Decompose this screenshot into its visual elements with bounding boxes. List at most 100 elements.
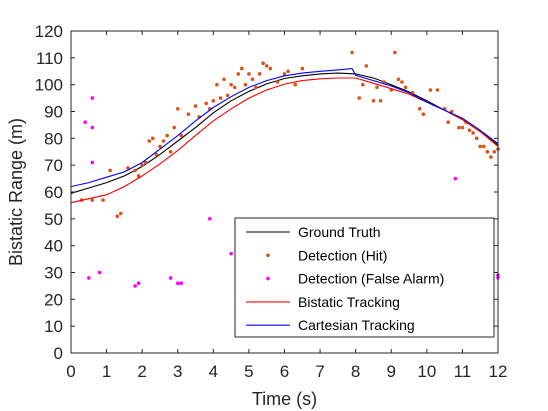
detection-hit-point xyxy=(300,66,305,71)
y-tick-label: 50 xyxy=(44,210,63,229)
detection-hit-point xyxy=(229,82,233,87)
y-tick-label: 30 xyxy=(44,264,63,283)
detection-hit-point xyxy=(165,133,169,138)
legend-label-detection-false-alarm: Detection (False Alarm) xyxy=(298,271,444,287)
detection-false-alarm-point xyxy=(168,276,173,280)
detection-hit-point xyxy=(257,72,262,76)
detection-hit-point xyxy=(236,72,240,76)
legend-label-cartesian-tracking: Cartesian Tracking xyxy=(298,317,415,333)
detection-hit-point xyxy=(250,77,255,82)
detection-hit-point xyxy=(119,211,123,216)
y-tick-label: 20 xyxy=(44,290,63,309)
x-tick-label: 8 xyxy=(351,362,360,381)
detection-false-alarm-point xyxy=(97,270,102,275)
legend-swatch-detection-false-alarm xyxy=(266,276,270,281)
detection-hit-point xyxy=(382,80,386,84)
y-tick-label: 60 xyxy=(44,183,63,202)
detection-hit-point xyxy=(282,72,287,76)
detection-false-alarm-point xyxy=(87,276,91,280)
x-tick-label: 9 xyxy=(387,362,396,381)
y-tick-label: 70 xyxy=(44,156,63,175)
detection-hit-point xyxy=(286,69,290,74)
detection-hit-point xyxy=(243,82,248,87)
detection-hit-point xyxy=(375,85,379,90)
detection-hit-point xyxy=(108,168,112,173)
detection-false-alarm-point xyxy=(176,281,180,286)
legend: Ground Truth Detection (Hit) Detection (Fa… xyxy=(234,217,495,338)
detection-hit-point xyxy=(232,85,237,90)
detection-hit-point xyxy=(478,144,483,149)
detection-hit-point xyxy=(126,166,130,170)
detection-hit-point xyxy=(151,136,155,141)
detection-hit-point xyxy=(361,82,365,87)
detection-hit-point xyxy=(158,144,162,149)
x-tick-label: 3 xyxy=(173,362,182,381)
detection-hit-point xyxy=(446,120,451,124)
y-tick-label: 80 xyxy=(44,129,63,148)
detection-hit-point xyxy=(489,155,493,159)
cartesian-tracking-line xyxy=(70,68,499,188)
detection-hit-point xyxy=(467,128,472,133)
y-tick-label: 10 xyxy=(44,317,63,336)
detection-hit-point xyxy=(371,99,376,103)
y-tick-label: 40 xyxy=(44,237,63,256)
detection-false-alarm-point xyxy=(90,160,95,165)
x-tick-label: 0 xyxy=(66,362,75,381)
y-tick-label: 0 xyxy=(54,344,63,363)
detection-hit-point xyxy=(136,174,141,178)
detection-hit-point xyxy=(474,136,479,141)
series-layer xyxy=(70,50,500,288)
detection-hit-point xyxy=(417,107,422,111)
x-tick-label: 10 xyxy=(417,362,436,381)
detection-hit-point xyxy=(261,61,265,65)
detection-hit-point xyxy=(140,163,144,167)
detection-hit-point xyxy=(147,139,152,143)
detection-hit-point xyxy=(186,112,191,116)
detection-hit-point xyxy=(193,104,198,108)
detection-hit-point xyxy=(378,99,383,103)
detection-false-alarm-point xyxy=(229,251,233,256)
legend-swatch-detection-hit xyxy=(266,253,270,258)
detection-hit-point xyxy=(393,50,397,55)
detection-hit-point xyxy=(400,80,404,84)
detection-hit-point xyxy=(428,88,433,92)
detection-hit-point xyxy=(225,93,230,98)
x-tick-label: 12 xyxy=(489,362,508,381)
detection-hit-point xyxy=(471,131,475,135)
detection-hit-point xyxy=(115,214,120,218)
detection-hit-point xyxy=(222,77,226,82)
detection-hit-point xyxy=(421,112,426,116)
detection-hit-point xyxy=(90,198,95,202)
y-axis-label: Bistatic Range (m) xyxy=(6,118,26,266)
detection-hit-point xyxy=(268,66,273,71)
detection-hit-point xyxy=(396,77,401,82)
detection-hit-point xyxy=(485,150,490,154)
axes-layer: 0 1 2 3 4 5 6 7 8 9 10 11 12010203040506070809010011… xyxy=(35,22,508,381)
detection-false-alarm-point xyxy=(208,217,212,221)
detection-hit-point xyxy=(293,82,298,87)
detection-hit-point xyxy=(435,88,440,92)
detection-hit-point xyxy=(482,144,486,149)
detection-hit-point xyxy=(218,96,223,100)
detection-hit-point xyxy=(154,152,159,157)
x-tick-label: 2 xyxy=(137,362,146,381)
detection-hit-point xyxy=(143,160,148,165)
detection-hit-point xyxy=(264,64,269,68)
x-tick-label: 7 xyxy=(315,362,324,381)
detection-hit-point xyxy=(357,96,362,100)
detection-false-alarm-point xyxy=(90,96,95,100)
x-axis-label: Time (s) xyxy=(252,389,317,409)
detection-hit-point xyxy=(460,125,465,130)
legend-box xyxy=(234,217,495,338)
detection-hit-point xyxy=(168,150,173,154)
detection-hit-point xyxy=(101,198,105,202)
x-tick-label: 4 xyxy=(209,362,218,381)
detection-hit-point xyxy=(211,99,216,103)
y-tick-label: 100 xyxy=(35,76,63,95)
legend-label-detection-hit: Detection (Hit) xyxy=(298,247,387,263)
detection-hit-point xyxy=(204,101,208,106)
y-tick-label: 90 xyxy=(44,103,63,122)
detection-hit-point xyxy=(133,168,137,173)
detection-hit-point xyxy=(161,139,166,143)
